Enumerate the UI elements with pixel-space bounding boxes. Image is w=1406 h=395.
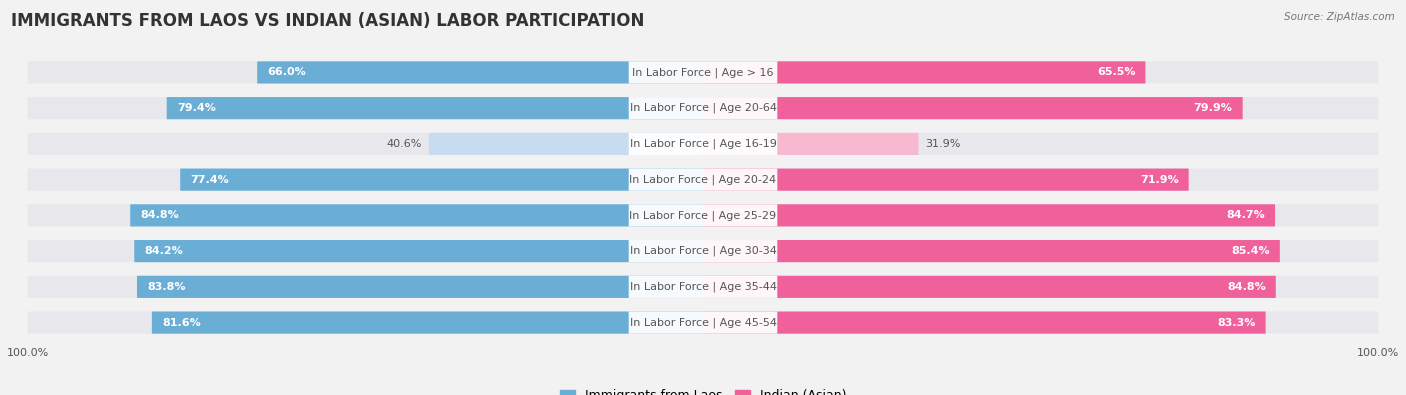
Text: 71.9%: 71.9% xyxy=(1140,175,1178,184)
Text: 84.2%: 84.2% xyxy=(145,246,183,256)
FancyBboxPatch shape xyxy=(628,204,778,226)
Text: 40.6%: 40.6% xyxy=(387,139,422,149)
Text: 79.4%: 79.4% xyxy=(177,103,215,113)
FancyBboxPatch shape xyxy=(628,169,778,191)
Text: In Labor Force | Age 25-29: In Labor Force | Age 25-29 xyxy=(630,210,776,221)
Text: 84.8%: 84.8% xyxy=(141,211,179,220)
FancyBboxPatch shape xyxy=(703,61,1146,83)
FancyBboxPatch shape xyxy=(28,97,1378,119)
FancyBboxPatch shape xyxy=(28,61,1378,83)
Text: 31.9%: 31.9% xyxy=(925,139,960,149)
FancyBboxPatch shape xyxy=(28,276,1378,298)
FancyBboxPatch shape xyxy=(28,312,1378,334)
FancyBboxPatch shape xyxy=(131,204,703,226)
Text: 85.4%: 85.4% xyxy=(1232,246,1270,256)
FancyBboxPatch shape xyxy=(628,61,778,83)
FancyBboxPatch shape xyxy=(703,204,1275,226)
FancyBboxPatch shape xyxy=(28,169,1378,191)
FancyBboxPatch shape xyxy=(152,312,703,334)
Text: In Labor Force | Age 45-54: In Labor Force | Age 45-54 xyxy=(630,317,776,328)
Text: In Labor Force | Age 20-64: In Labor Force | Age 20-64 xyxy=(630,103,776,113)
Text: In Labor Force | Age 16-19: In Labor Force | Age 16-19 xyxy=(630,139,776,149)
Text: 84.7%: 84.7% xyxy=(1226,211,1265,220)
Text: 83.3%: 83.3% xyxy=(1218,318,1256,327)
FancyBboxPatch shape xyxy=(257,61,703,83)
FancyBboxPatch shape xyxy=(28,204,1378,226)
FancyBboxPatch shape xyxy=(136,276,703,298)
Text: 100.0%: 100.0% xyxy=(1357,348,1399,357)
Text: 66.0%: 66.0% xyxy=(267,68,307,77)
FancyBboxPatch shape xyxy=(28,240,1378,262)
Text: 100.0%: 100.0% xyxy=(7,348,49,357)
FancyBboxPatch shape xyxy=(628,97,778,119)
FancyBboxPatch shape xyxy=(703,312,1265,334)
Text: In Labor Force | Age 35-44: In Labor Force | Age 35-44 xyxy=(630,282,776,292)
FancyBboxPatch shape xyxy=(703,97,1243,119)
FancyBboxPatch shape xyxy=(703,240,1279,262)
FancyBboxPatch shape xyxy=(703,276,1275,298)
FancyBboxPatch shape xyxy=(628,133,778,155)
Text: 77.4%: 77.4% xyxy=(190,175,229,184)
FancyBboxPatch shape xyxy=(180,169,703,191)
FancyBboxPatch shape xyxy=(628,276,778,298)
Text: Source: ZipAtlas.com: Source: ZipAtlas.com xyxy=(1284,12,1395,22)
FancyBboxPatch shape xyxy=(628,312,778,334)
Text: 84.8%: 84.8% xyxy=(1227,282,1265,292)
Text: In Labor Force | Age 30-34: In Labor Force | Age 30-34 xyxy=(630,246,776,256)
FancyBboxPatch shape xyxy=(703,169,1188,191)
FancyBboxPatch shape xyxy=(167,97,703,119)
Text: In Labor Force | Age > 16: In Labor Force | Age > 16 xyxy=(633,67,773,78)
FancyBboxPatch shape xyxy=(703,133,918,155)
Text: 65.5%: 65.5% xyxy=(1097,68,1135,77)
FancyBboxPatch shape xyxy=(28,133,1378,155)
Text: 83.8%: 83.8% xyxy=(148,282,186,292)
FancyBboxPatch shape xyxy=(628,240,778,262)
Text: 81.6%: 81.6% xyxy=(162,318,201,327)
Text: IMMIGRANTS FROM LAOS VS INDIAN (ASIAN) LABOR PARTICIPATION: IMMIGRANTS FROM LAOS VS INDIAN (ASIAN) L… xyxy=(11,12,644,30)
Text: In Labor Force | Age 20-24: In Labor Force | Age 20-24 xyxy=(630,174,776,185)
Legend: Immigrants from Laos, Indian (Asian): Immigrants from Laos, Indian (Asian) xyxy=(555,384,851,395)
FancyBboxPatch shape xyxy=(135,240,703,262)
FancyBboxPatch shape xyxy=(429,133,703,155)
Text: 79.9%: 79.9% xyxy=(1194,103,1233,113)
